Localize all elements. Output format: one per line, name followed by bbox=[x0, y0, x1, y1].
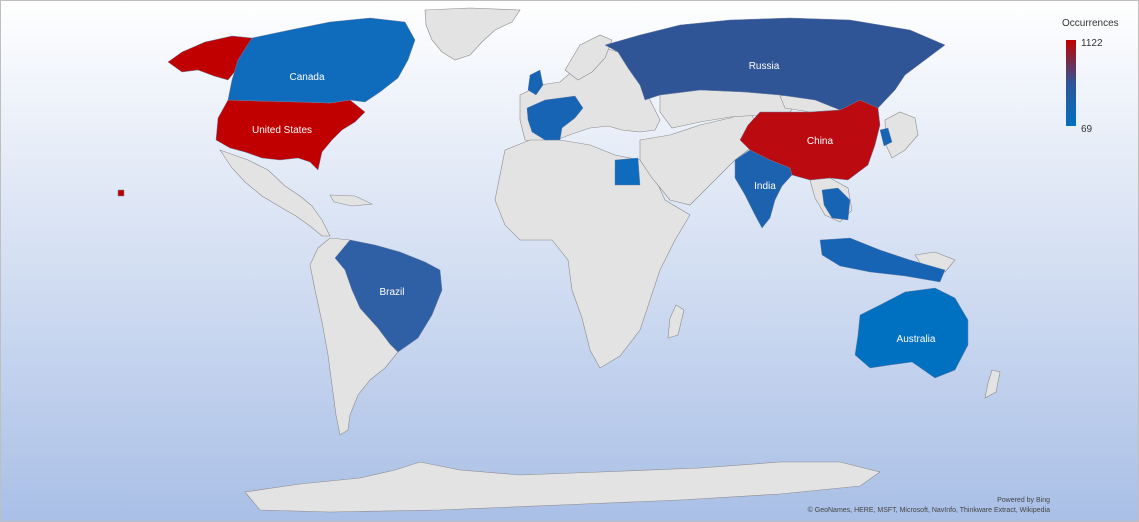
country-brazil[interactable] bbox=[334, 239, 443, 353]
region-western-europe[interactable] bbox=[526, 95, 584, 141]
land-new-zealand[interactable] bbox=[984, 369, 1001, 399]
land-antarctica[interactable] bbox=[244, 461, 881, 513]
country-label-china: China bbox=[807, 136, 834, 147]
land-greenland[interactable] bbox=[424, 7, 521, 61]
country-australia[interactable] bbox=[854, 287, 969, 379]
country-india[interactable] bbox=[734, 149, 793, 229]
land-scandinavia[interactable] bbox=[564, 34, 613, 81]
region-korea[interactable] bbox=[879, 127, 893, 147]
country-label-india: India bbox=[754, 181, 776, 192]
country-united-states-hawaii[interactable] bbox=[117, 189, 125, 197]
country-label-russia: Russia bbox=[749, 61, 780, 72]
region-southeast-asia[interactable] bbox=[821, 187, 851, 221]
powered-by-text: Powered by Bing bbox=[997, 497, 1050, 504]
land-madagascar[interactable] bbox=[667, 304, 685, 339]
country-label-canada: Canada bbox=[289, 72, 324, 83]
legend: Occurrences 1122 69 bbox=[1062, 18, 1119, 135]
legend-title: Occurrences bbox=[1062, 18, 1119, 29]
legend-min-label: 69 bbox=[1081, 124, 1093, 135]
land-africa[interactable] bbox=[494, 139, 691, 369]
land-central-america[interactable] bbox=[219, 149, 331, 237]
legend-color-bar bbox=[1066, 40, 1076, 126]
region-united-kingdom[interactable] bbox=[527, 69, 544, 96]
region-indonesia[interactable] bbox=[819, 237, 946, 283]
region-egypt[interactable] bbox=[614, 157, 641, 186]
legend-max-label: 1122 bbox=[1081, 38, 1103, 49]
country-label-australia: Australia bbox=[897, 334, 936, 345]
attribution-credits: © GeoNames, HERE, MSFT, Microsoft, NavIn… bbox=[808, 506, 1050, 514]
land-caribbean[interactable] bbox=[329, 194, 374, 207]
country-label-brazil: Brazil bbox=[379, 287, 404, 298]
country-canada[interactable] bbox=[227, 17, 416, 104]
land-japan[interactable] bbox=[884, 111, 919, 159]
country-label-united-states: United States bbox=[252, 125, 312, 136]
